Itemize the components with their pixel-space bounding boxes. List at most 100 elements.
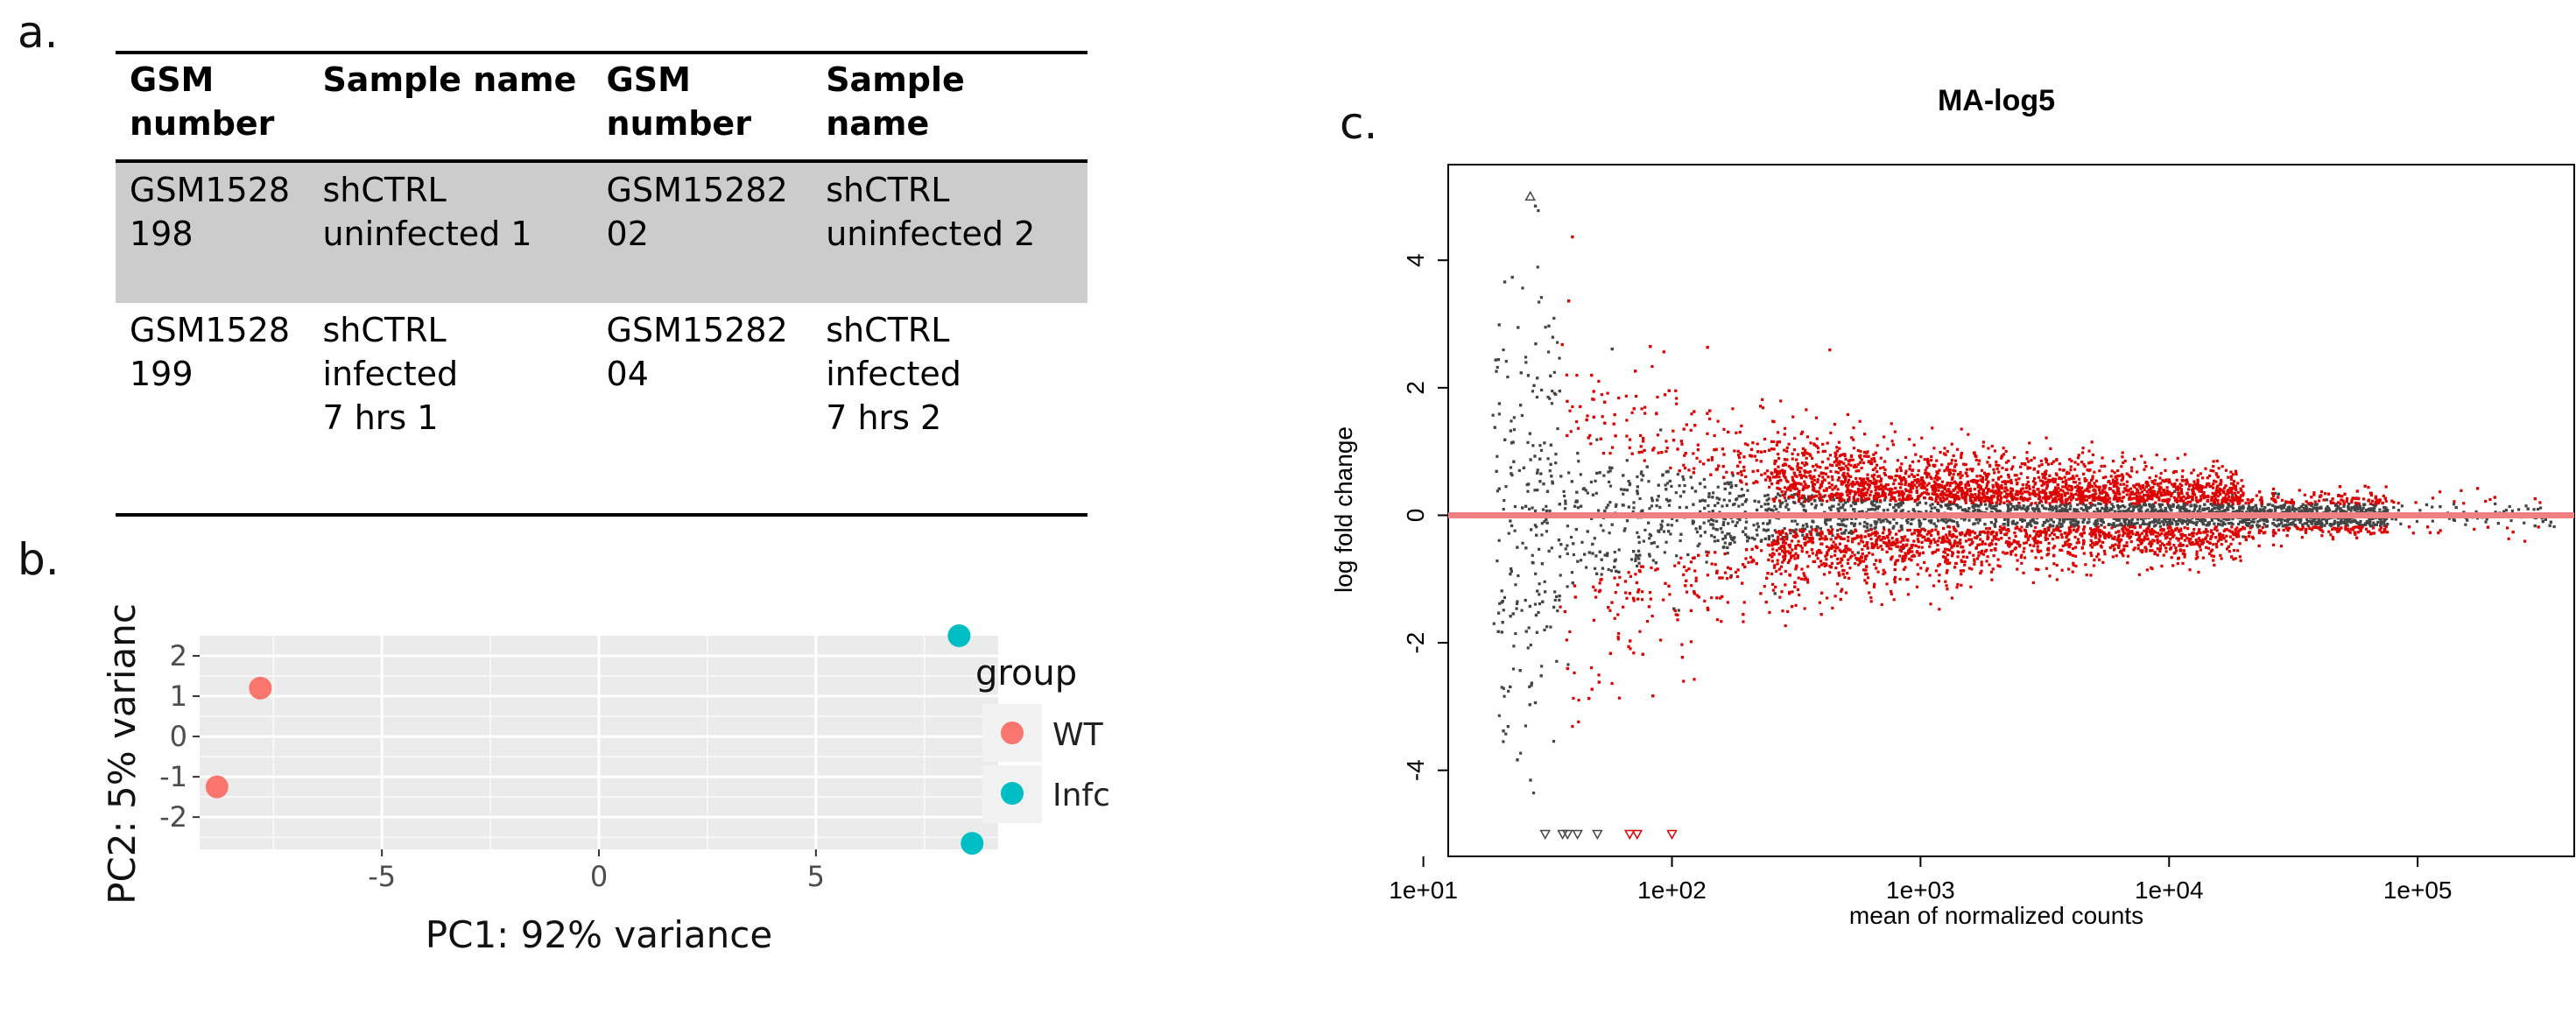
ma-point-sig bbox=[2321, 530, 2325, 533]
ma-point-sig bbox=[1914, 544, 1918, 547]
ma-point-sig bbox=[1830, 561, 1833, 565]
ma-point-nonsig bbox=[1676, 473, 1679, 476]
ma-point-sig bbox=[1968, 487, 1973, 490]
ma-point-sig bbox=[2028, 534, 2031, 538]
ma-point-sig bbox=[1774, 585, 1777, 589]
ma-point-nonsig bbox=[2073, 523, 2077, 526]
ma-point-nonsig bbox=[2029, 503, 2032, 507]
ma-point-nonsig bbox=[2291, 520, 2295, 524]
ma-point-sig bbox=[1696, 443, 1700, 447]
ma-point-nonsig bbox=[2187, 518, 2191, 522]
ma-point-nonsig bbox=[2345, 510, 2348, 514]
ma-point-sig bbox=[2106, 494, 2110, 497]
ma-point-sig bbox=[2016, 493, 2019, 496]
ma-point-nonsig bbox=[1607, 503, 1610, 507]
ma-point-nonsig bbox=[1609, 569, 1614, 573]
ma-point-sig bbox=[2122, 525, 2125, 530]
ma-point-sig bbox=[2507, 537, 2510, 540]
ma-point-nonsig bbox=[2164, 510, 2168, 513]
ma-point-nonsig bbox=[1530, 684, 1533, 687]
ma-point-nonsig bbox=[2255, 509, 2258, 512]
ma-point-nonsig bbox=[1554, 453, 1558, 456]
ma-point-nonsig bbox=[1510, 419, 1513, 423]
ma-point-nonsig bbox=[2185, 519, 2188, 523]
ma-point-nonsig bbox=[1811, 519, 1814, 523]
ma-point-nonsig bbox=[1924, 502, 1928, 505]
ma-point-nonsig bbox=[2141, 522, 2144, 525]
ma-point-nonsig bbox=[1547, 324, 1551, 327]
ma-point-sig bbox=[1638, 630, 1642, 633]
ma-point-sig bbox=[1680, 656, 1685, 659]
ma-point-sig bbox=[1869, 533, 1873, 537]
ma-point-nonsig bbox=[1721, 531, 1724, 534]
ma-point-sig bbox=[1610, 681, 1614, 686]
ma-point-nonsig bbox=[1536, 377, 1539, 380]
ma-point-nonsig bbox=[2464, 523, 2467, 526]
ma-point-nonsig bbox=[1781, 501, 1784, 504]
ma-point-nonsig bbox=[2228, 518, 2231, 521]
ma-point-nonsig bbox=[1819, 503, 1824, 506]
ma-point-nonsig bbox=[1722, 546, 1726, 549]
ma-point-nonsig bbox=[1536, 471, 1539, 475]
ma-point-sig bbox=[1875, 543, 1879, 546]
ma-point-nonsig bbox=[1610, 466, 1614, 470]
ma-point-nonsig bbox=[1875, 505, 1878, 509]
ma-point-sig bbox=[1713, 433, 1716, 438]
ma-point-nonsig bbox=[1900, 510, 1904, 513]
ma-point-nonsig bbox=[2152, 504, 2156, 509]
ma-point-nonsig bbox=[1945, 521, 1948, 525]
ma-point-nonsig bbox=[1913, 510, 1917, 513]
ma-point-nonsig bbox=[1802, 508, 1805, 512]
ma-point-sig bbox=[2189, 500, 2192, 503]
ma-point-nonsig bbox=[2162, 510, 2165, 513]
ma-point-sig bbox=[2007, 492, 2010, 496]
ma-point-sig bbox=[2317, 525, 2321, 530]
sample-table: GSM number Sample name GSM number Sample n… bbox=[116, 51, 1087, 517]
ma-point-nonsig bbox=[1707, 492, 1711, 496]
ma-point-nonsig bbox=[1496, 489, 1500, 493]
ma-point-sig bbox=[2381, 502, 2384, 505]
ma-point-nonsig bbox=[1716, 539, 1720, 543]
ma-point-nonsig bbox=[2048, 508, 2052, 511]
ma-point-nonsig bbox=[2509, 518, 2513, 523]
ma-point-nonsig bbox=[1907, 510, 1911, 514]
ma-point-nonsig bbox=[2160, 503, 2164, 506]
ma-point-nonsig bbox=[2303, 522, 2306, 525]
ma-point-nonsig bbox=[1828, 506, 1832, 510]
ma-point-nonsig bbox=[1755, 508, 1759, 512]
ma-point-sig bbox=[1674, 613, 1678, 616]
ma-point-nonsig bbox=[1608, 466, 1612, 469]
ma-point-sig bbox=[1616, 613, 1620, 616]
ma-point-nonsig bbox=[1634, 557, 1637, 560]
ma-point-nonsig bbox=[2183, 507, 2186, 510]
ma-point-sig bbox=[2437, 531, 2440, 535]
ma-point-sig bbox=[1933, 482, 1938, 485]
ma-point-sig bbox=[1791, 590, 1794, 594]
ma-point-nonsig bbox=[2245, 518, 2249, 521]
ma-point-sig bbox=[1693, 556, 1696, 560]
ma-point-nonsig bbox=[2154, 519, 2158, 523]
pca-x-tick-label: 0 bbox=[590, 860, 608, 893]
ma-point-sig bbox=[1630, 411, 1634, 414]
ma-point-sig bbox=[2055, 492, 2059, 496]
ma-point-nonsig bbox=[1679, 539, 1682, 543]
ma-point-nonsig bbox=[2037, 510, 2040, 513]
ma-point-sig bbox=[1656, 395, 1659, 399]
ma-point-nonsig bbox=[2009, 503, 2013, 506]
ma-point-nonsig bbox=[2536, 507, 2540, 511]
ma-point-nonsig bbox=[2185, 523, 2189, 526]
ma-point-sig bbox=[2367, 499, 2370, 503]
ma-point-nonsig bbox=[1635, 564, 1639, 568]
ma-point-nonsig bbox=[2052, 520, 2056, 524]
panel-label-c: c. bbox=[1340, 98, 1378, 149]
ma-point-nonsig bbox=[1579, 473, 1582, 476]
ma-point-nonsig bbox=[1510, 524, 1514, 528]
ma-point-nonsig bbox=[1710, 518, 1714, 521]
ma-point-nonsig bbox=[2022, 504, 2025, 508]
ma-point-nonsig bbox=[2273, 524, 2277, 527]
ma-point-sig bbox=[1729, 575, 1733, 579]
pca-legend-title: group bbox=[975, 653, 1077, 694]
ma-point-nonsig bbox=[2179, 505, 2183, 510]
ma-point-sig bbox=[1883, 471, 1886, 475]
ma-point-sig bbox=[1876, 570, 1880, 574]
